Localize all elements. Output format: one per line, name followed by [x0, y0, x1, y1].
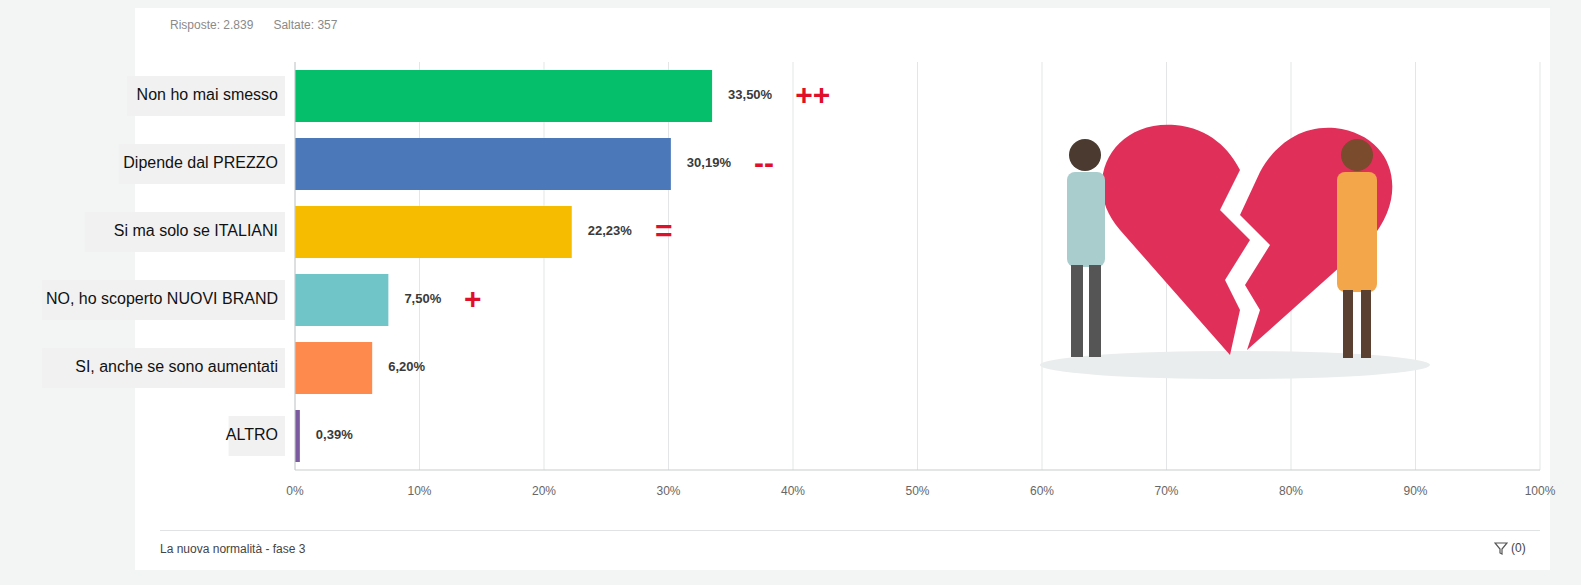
svg-text:SI, anche se sono aumentati: SI, anche se sono aumentati — [75, 358, 278, 375]
svg-text:90%: 90% — [1403, 484, 1427, 498]
svg-text:40%: 40% — [781, 484, 805, 498]
svg-text:30,19%: 30,19% — [687, 155, 732, 170]
svg-text:ALTRO: ALTRO — [226, 426, 278, 443]
svg-text:Si ma solo se ITALIANI: Si ma solo se ITALIANI — [114, 222, 278, 239]
svg-text:NO, ho scoperto NUOVI BRAND: NO, ho scoperto NUOVI BRAND — [46, 290, 278, 307]
svg-text:22,23%: 22,23% — [588, 223, 633, 238]
html-text:Risposte: 2.839: Risposte: 2.839 — [170, 18, 254, 32]
html-text:Saltate: 357: Saltate: 357 — [273, 18, 338, 32]
svg-text:--: -- — [754, 146, 774, 179]
svg-text:=: = — [655, 214, 673, 247]
svg-text:50%: 50% — [905, 484, 929, 498]
svg-text:++: ++ — [795, 78, 830, 111]
svg-text:+: + — [464, 282, 482, 315]
svg-text:Dipende dal PREZZO: Dipende dal PREZZO — [123, 154, 278, 171]
svg-text:0%: 0% — [286, 484, 304, 498]
svg-text:20%: 20% — [532, 484, 556, 498]
svg-text:70%: 70% — [1154, 484, 1178, 498]
svg-text:10%: 10% — [407, 484, 431, 498]
html-text:La nuova normalità - fase 3: La nuova normalità - fase 3 — [160, 542, 306, 556]
svg-text:60%: 60% — [1030, 484, 1054, 498]
svg-text:7,50%: 7,50% — [404, 291, 441, 306]
svg-text:33,50%: 33,50% — [728, 87, 773, 102]
svg-text:Non ho mai smesso: Non ho mai smesso — [137, 86, 278, 103]
svg-text:100%: 100% — [1525, 484, 1556, 498]
svg-text:80%: 80% — [1279, 484, 1303, 498]
svg-text:6,20%: 6,20% — [388, 359, 425, 374]
svg-text:30%: 30% — [656, 484, 680, 498]
svg-text:0,39%: 0,39% — [316, 427, 353, 442]
html-text:(0): (0) — [1511, 541, 1526, 555]
